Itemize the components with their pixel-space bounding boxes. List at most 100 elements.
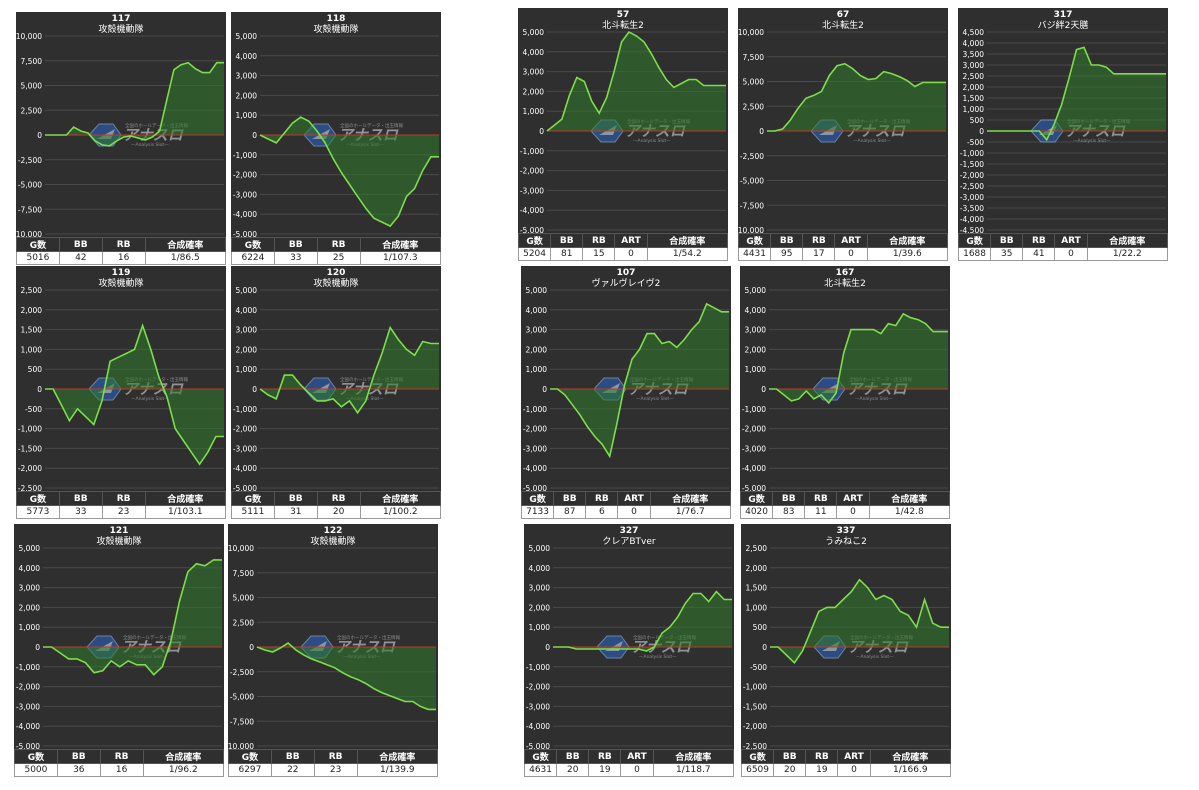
series-line — [769, 312, 948, 405]
y-tick-label: -4,500 — [960, 226, 984, 233]
chart-panel: 5,000 4,000 3,000 2,000 1,000 0 -1,000 -2,000 -3… — [523, 524, 735, 777]
y-tick-label: -2,000 — [523, 425, 547, 434]
stats-header: BB — [556, 749, 590, 764]
stats-table: G数 BB RB ART 合成確率 7133 87 6 0 1/76.7 — [520, 491, 732, 519]
stats-cell: 1/107.3 — [359, 251, 442, 265]
y-tick-label: -2,000 — [233, 425, 257, 434]
y-tick-label: 0 — [759, 127, 764, 136]
stats-cell: 20 — [773, 763, 807, 777]
y-tick-label: -10,000 — [16, 230, 42, 237]
y-tick-label: -2,000 — [233, 171, 257, 180]
stats-cell: 5111 — [231, 505, 275, 519]
chart-svg: 4,500 4,000 3,500 3,000 2,500 2,000 1,500 1,000… — [960, 28, 1166, 233]
y-tick-label: -2,000 — [743, 722, 767, 731]
chart-area: 5,000 4,000 3,000 2,000 1,000 0 -1,000 -2,000 -3… — [14, 524, 224, 749]
stats-cell: 16 — [99, 763, 144, 777]
area-fill — [769, 313, 948, 403]
y-tick-label: -5,000 — [233, 230, 257, 237]
y-tick-label: -2,500 — [18, 484, 42, 491]
stats-header: 合成確率 — [868, 491, 951, 506]
chart-svg: 5,000 4,000 3,000 2,000 1,000 0 -1,000 -2,000 -3… — [233, 286, 439, 491]
y-tick-label: -4,000 — [526, 722, 550, 731]
chart-subtitle: 北斗転生2 — [822, 21, 864, 31]
y-tick-label: 0 — [545, 643, 550, 652]
chart-subtitle: 攻殻機動隊 — [98, 25, 144, 35]
stats-header: G数 — [228, 749, 272, 764]
stats-header: RB — [805, 749, 839, 764]
stats-header: RB — [101, 491, 146, 506]
chart-title: 107 — [616, 268, 636, 278]
y-tick-label: 2,000 — [21, 306, 43, 315]
y-tick-label: 1,000 — [523, 107, 545, 116]
stats-table: G数 BB RB 合成確率 6224 33 25 1/107.3 — [231, 237, 442, 265]
y-tick-label: -1,500 — [743, 702, 767, 711]
chart-panel: 5,000 4,000 3,000 2,000 1,000 0 -1,000 -2,000 -3… — [739, 266, 951, 519]
stats-table: G数 BB RB 合成確率 5000 36 16 1/96.2 — [14, 749, 225, 777]
y-tick-label: 2,000 — [526, 345, 548, 354]
y-tick-label: 0 — [979, 127, 984, 136]
y-tick-label: -2,000 — [520, 167, 544, 176]
stats-header: G数 — [231, 491, 275, 506]
stats-cell: 42 — [58, 251, 103, 265]
y-tick-label: 3,000 — [526, 326, 548, 335]
stats-cell: 1/100.2 — [359, 505, 442, 519]
y-tick-label: 3,000 — [19, 584, 41, 593]
watermark-caption: 全国のホールデータ・出玉情報 — [340, 122, 403, 129]
y-tick-label: -3,000 — [520, 186, 544, 195]
stats-header: BB — [770, 233, 804, 248]
series-line — [45, 323, 224, 466]
y-tick-label: -500 — [750, 663, 767, 672]
watermark-subtitle: —Analysis Slot— — [855, 396, 893, 402]
y-tick-label: 4,000 — [236, 306, 258, 315]
y-tick-label: -1,000 — [16, 663, 40, 672]
stats-cell: 4431 — [737, 247, 772, 261]
y-tick-label: -5,000 — [18, 181, 42, 190]
stats-header: 合成確率 — [144, 491, 227, 506]
y-tick-label: 5,000 — [745, 286, 767, 295]
y-tick-label: -1,500 — [960, 160, 984, 169]
series-line — [553, 590, 732, 652]
stats-cell: 1/42.8 — [868, 505, 951, 519]
stats-header: 合成確率 — [649, 491, 732, 506]
area-fill — [260, 117, 439, 227]
y-tick-label: 2,500 — [743, 102, 765, 111]
y-tick-label: 0 — [761, 385, 766, 394]
y-tick-label: 1,000 — [745, 365, 767, 374]
stats-header: RB — [316, 237, 361, 252]
y-tick-label: -4,000 — [233, 464, 257, 473]
series-line — [259, 325, 439, 415]
y-tick-label: -4,000 — [233, 210, 257, 219]
y-tick-label: 500 — [28, 365, 43, 374]
stats-cell: 1/54.2 — [646, 247, 729, 261]
y-tick-label: 5,000 — [743, 78, 765, 87]
stats-header: 合成確率 — [866, 233, 949, 248]
y-tick-label: 3,000 — [236, 326, 258, 335]
stats-cell: 1/96.2 — [142, 763, 225, 777]
series-line — [987, 46, 1166, 142]
chart-svg: 2,500 2,000 1,500 1,000 500 0 -500 -1,000 -1,500… — [743, 544, 949, 749]
stats-cell: 83 — [772, 505, 806, 519]
y-tick-label: 5,000 — [529, 544, 551, 553]
y-tick-label: 1,000 — [21, 345, 43, 354]
stats-table: G数 BB RB ART 合成確率 4431 95 17 0 1/39.6 — [737, 233, 949, 261]
chart-title: 118 — [326, 14, 346, 24]
stats-cell: 1/139.9 — [356, 763, 439, 777]
chart-title: 337 — [836, 526, 856, 536]
y-tick-label: 0 — [762, 643, 767, 652]
stats-cell: 23 — [101, 505, 146, 519]
y-tick-label: 1,000 — [746, 603, 768, 612]
y-tick-label: 0 — [249, 643, 254, 652]
y-tick-label: -2,500 — [960, 182, 984, 191]
y-tick-label: -3,000 — [960, 193, 984, 202]
stats-header: 合成確率 — [359, 491, 442, 506]
y-tick-label: 7,500 — [21, 57, 43, 66]
watermark-subtitle: —Analysis Slot— — [633, 138, 671, 144]
stats-header: ART — [617, 491, 651, 506]
stats-header: RB — [99, 749, 144, 764]
stats-header: 合成確率 — [142, 749, 225, 764]
y-tick-label: -7,500 — [18, 205, 42, 214]
y-tick-label: -2,500 — [18, 156, 42, 165]
y-tick-label: 0 — [37, 385, 42, 394]
chart-panel: 2,500 2,000 1,500 1,000 500 0 -500 -1,000 -1,500… — [740, 524, 952, 777]
stats-cell: 1/166.9 — [869, 763, 952, 777]
